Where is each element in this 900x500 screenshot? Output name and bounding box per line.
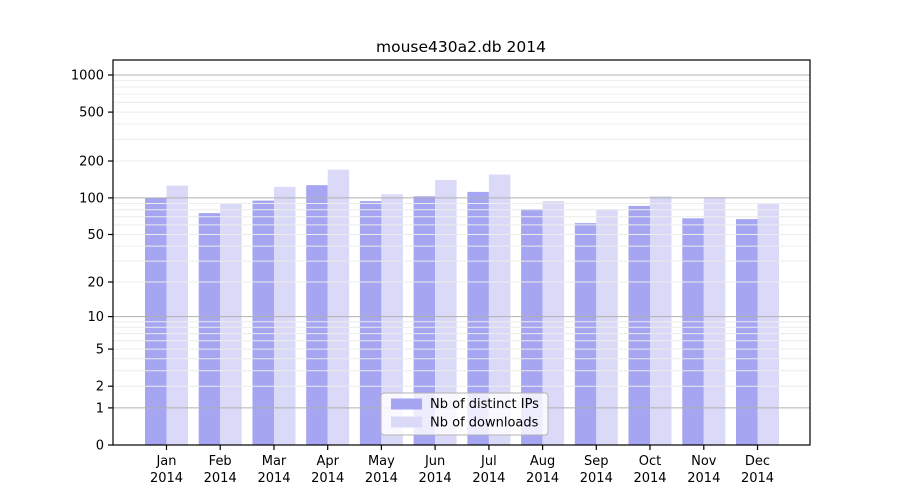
bar-downloads-oct [650, 196, 672, 445]
bar-downloads-jul [488, 174, 511, 445]
y-tick-label: 1000 [71, 69, 104, 84]
bar-downloads-dec [757, 203, 779, 445]
y-tick-label: 1 [96, 401, 104, 416]
y-tick-label: 50 [87, 228, 104, 243]
axis-layer: 0 1 2 5 10 20 50 100 200 500 1000 Jan 2014 Feb 2014 Mar… [71, 69, 774, 487]
bar-downloads-jan [166, 185, 188, 445]
y-tick-label: 0 [96, 439, 104, 454]
bar-distinct-ips-apr [306, 185, 328, 445]
bar-distinct-ips-oct [628, 205, 650, 445]
bar-downloads-aug [542, 201, 565, 445]
bar-downloads-may [381, 194, 403, 445]
x-tick-label-nov: Nov 2014 [687, 454, 720, 486]
bar-distinct-ips-jun [413, 196, 436, 445]
x-tick-label-oct: Oct 2014 [633, 454, 666, 486]
plot-border [112, 59, 811, 446]
bar-distinct-ips-may [359, 201, 382, 445]
bar-distinct-ips-dec [736, 219, 758, 445]
bar-downloads-mar [274, 186, 296, 445]
bar-downloads-nov [703, 197, 726, 445]
x-tick-label-mar: Mar 2014 [257, 454, 290, 486]
x-tick-label-jul: Jul 2014 [472, 454, 505, 486]
x-tick-label-aug: Aug 2014 [526, 454, 559, 486]
x-tick-label-may: May 2014 [365, 454, 398, 486]
bar-downloads-feb [220, 203, 242, 445]
legend: Nb of distinct IPs Nb of downloads [380, 392, 549, 436]
legend-box [380, 392, 549, 436]
bar-distinct-ips-feb [198, 213, 221, 445]
x-tick-label-feb: Feb 2014 [204, 454, 237, 486]
y-tick-label: 10 [87, 310, 104, 325]
chart-title: mouse430a2.db 2014 [376, 38, 546, 56]
y-tick-label: 20 [87, 276, 104, 291]
legend-label-downloads: Nb of downloads [430, 416, 539, 431]
y-tick-label: 200 [79, 155, 104, 170]
x-tick-label-sep: Sep 2014 [580, 454, 613, 486]
y-tick-label: 5 [96, 343, 104, 358]
y-tick-label: 500 [79, 106, 104, 121]
x-tick-label-apr: Apr 2014 [311, 454, 344, 486]
bar-distinct-ips-mar [252, 200, 274, 445]
x-tick-label-jun: Jun 2014 [419, 454, 452, 486]
bar-downloads-apr [327, 169, 350, 445]
legend-swatch-distinct-ips [391, 398, 422, 410]
bar-distinct-ips-nov [682, 218, 704, 445]
legend-swatch-downloads [391, 416, 422, 428]
gridlines-layer [113, 74, 810, 409]
x-tick-label-dec: Dec 2014 [741, 454, 774, 486]
y-tick-label: 2 [96, 380, 104, 395]
x-tick-label-jan: Jan 2014 [150, 454, 183, 486]
bar-distinct-ips-jul [467, 191, 489, 445]
legend-label-distinct-ips: Nb of distinct IPs [430, 397, 539, 412]
y-tick-label: 100 [79, 191, 104, 206]
